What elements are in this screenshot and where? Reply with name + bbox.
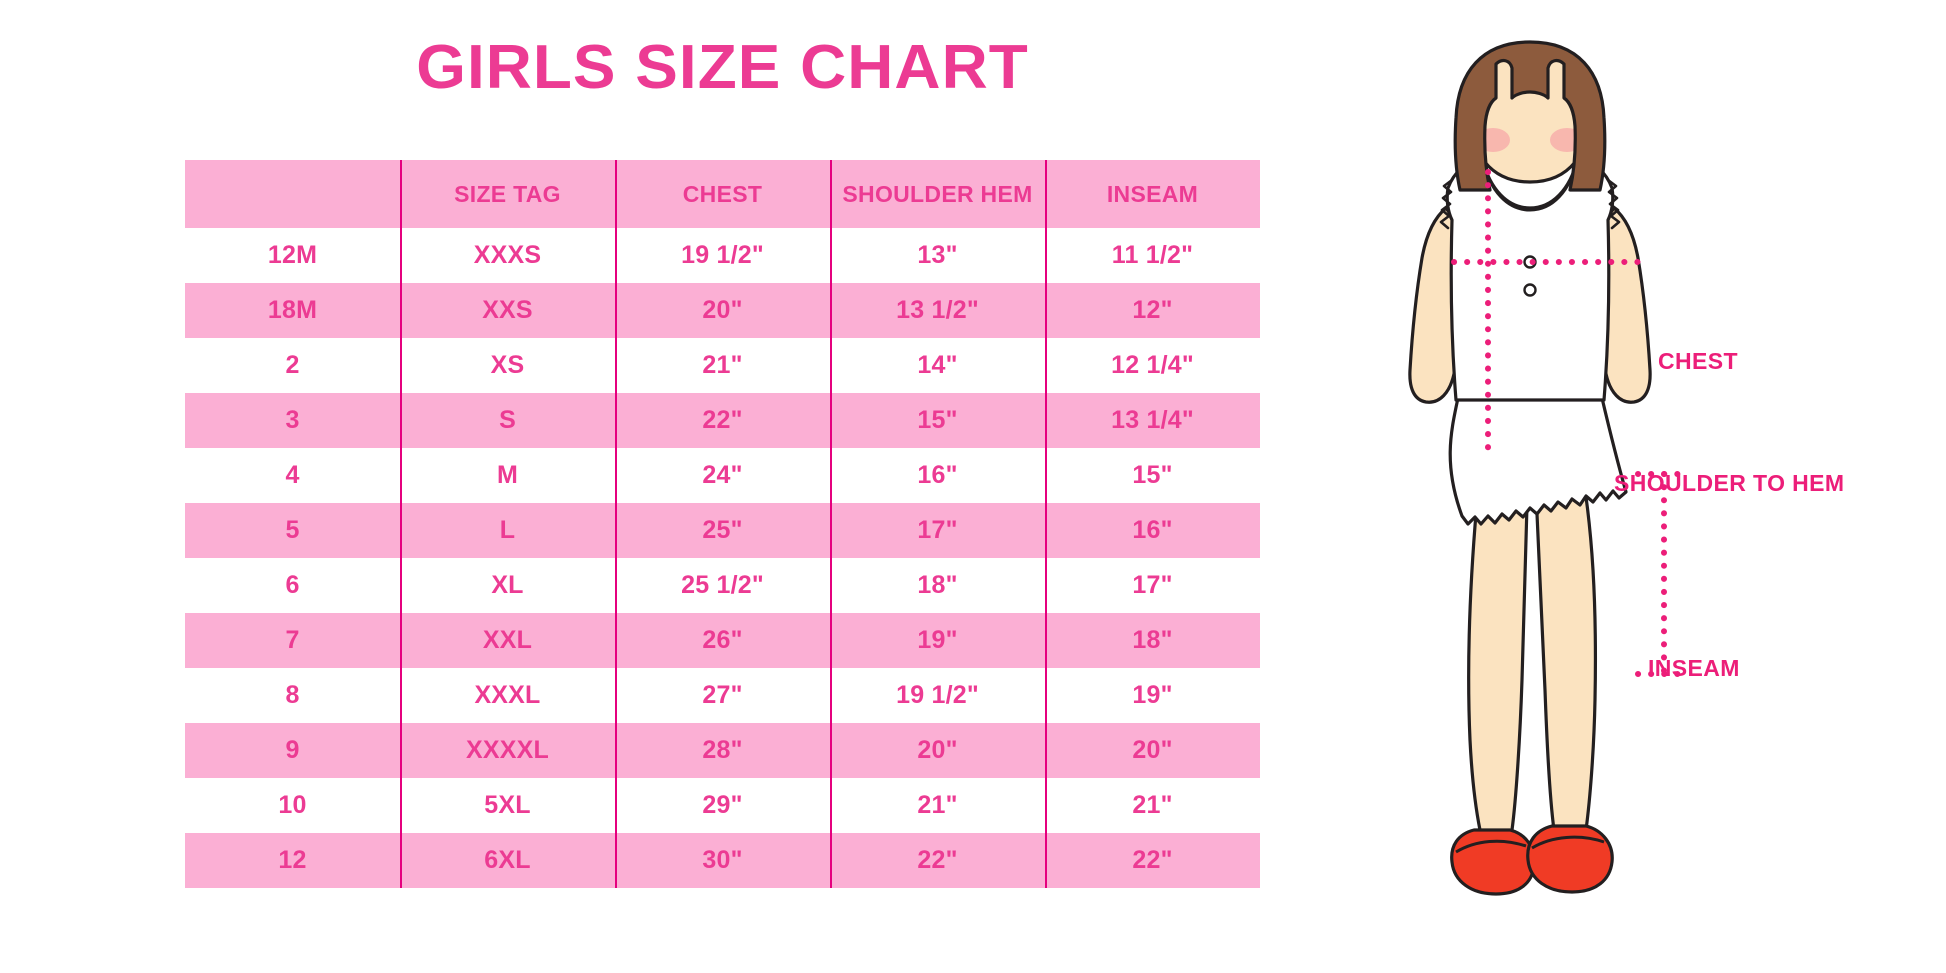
- skirt-shape: [1448, 396, 1628, 526]
- table-cell: 21": [1045, 778, 1260, 833]
- table-cell: 28": [615, 723, 830, 778]
- leg-left-shape: [1467, 468, 1530, 837]
- table-cell: 22": [830, 833, 1045, 888]
- shoulder-ruffle-right: [1606, 178, 1621, 230]
- hair-shape: [1453, 40, 1607, 192]
- shoe-strap-right: [1531, 835, 1605, 850]
- table-cell: 22": [1045, 833, 1260, 888]
- measurement-label-inseam: INSEAM: [1648, 655, 1740, 681]
- top-neckline: [1480, 156, 1580, 212]
- table-cell: 14": [830, 338, 1045, 393]
- page-title: GIRLS SIZE CHART: [416, 33, 1029, 102]
- table-cell: 6XL: [400, 833, 615, 888]
- measurement-label-chest: CHEST: [1658, 348, 1738, 374]
- table-cell: 22": [615, 393, 830, 448]
- table-row: 5 L 25" 17" 16": [185, 503, 1260, 558]
- table-cell: 21": [615, 338, 830, 393]
- table-cell: 29": [615, 778, 830, 833]
- table-row: 9 XXXXL 28" 20" 20": [185, 723, 1260, 778]
- table-cell: 3: [285, 406, 300, 434]
- table-cell: 12 1/4": [1045, 338, 1260, 393]
- table-cell: 18": [1045, 613, 1260, 668]
- table-body: 12M XXXS 19 1/2" 13" 11 1/2" 18M XXS 20" 13 1/2"…: [185, 228, 1260, 888]
- table-cell: 20": [1045, 723, 1260, 778]
- table-row: 10 5XL 29" 21" 21": [185, 778, 1260, 833]
- table-cell: 13": [830, 228, 1045, 283]
- shoulder-ruffle-left: [1439, 178, 1454, 230]
- table-cell: 19": [1045, 668, 1260, 723]
- table-cell: 20": [615, 283, 830, 338]
- table-cell: 7: [285, 626, 300, 654]
- table-cell: 19 1/2": [615, 228, 830, 283]
- table-cell: 17": [1045, 558, 1260, 613]
- leg-right-shape: [1533, 468, 1598, 837]
- table-cell: 15": [1045, 448, 1260, 503]
- table-cell: 12M: [267, 241, 318, 269]
- table-cell: 25": [615, 503, 830, 558]
- table-cell: XXXXL: [400, 723, 615, 778]
- table-cell: 25 1/2": [615, 558, 830, 613]
- table-cell: 12: [278, 846, 307, 874]
- column-header-size: [185, 160, 400, 228]
- table-cell: XXXS: [400, 228, 615, 283]
- column-header-inseam: INSEAM: [1045, 160, 1260, 228]
- column-header-shoulder-hem: SHOULDER HEM: [830, 160, 1045, 228]
- column-header-chest: CHEST: [615, 160, 830, 228]
- table-cell: 24": [615, 448, 830, 503]
- shoe-right: [1526, 824, 1614, 894]
- table-row: 7 XXL 26" 19" 18": [185, 613, 1260, 668]
- size-chart-table: SIZE TAG CHEST SHOULDER HEM INSEAM 12M XX…: [185, 160, 1260, 888]
- table-cell: 16": [1045, 503, 1260, 558]
- measurement-label-shoulder-to-hem: SHOULDER TO HEM: [1614, 470, 1845, 496]
- table-row: 3 S 22" 15" 13 1/4": [185, 393, 1260, 448]
- table-row: 12 6XL 30" 22" 22": [185, 833, 1260, 888]
- table-row: 8 XXXL 27" 19 1/2" 19": [185, 668, 1260, 723]
- table-row: 18M XXS 20" 13 1/2" 12": [185, 283, 1260, 338]
- button-bottom: [1523, 283, 1537, 297]
- table-header: SIZE TAG CHEST SHOULDER HEM INSEAM: [185, 160, 1260, 228]
- table-cell: 5XL: [400, 778, 615, 833]
- table-cell: 4: [285, 461, 300, 489]
- table-cell: 19": [830, 613, 1045, 668]
- girl-figure-illustration: [1330, 40, 1730, 930]
- table-cell: L: [400, 503, 615, 558]
- table-cell: S: [400, 393, 615, 448]
- table-row: 4 M 24" 16" 15": [185, 448, 1260, 503]
- table-row: 2 XS 21" 14" 12 1/4": [185, 338, 1260, 393]
- table-cell: M: [400, 448, 615, 503]
- table-cell: 9: [285, 736, 300, 764]
- table-cell: 15": [830, 393, 1045, 448]
- table-row: 6 XL 25 1/2" 18" 17": [185, 558, 1260, 613]
- table-cell: 20": [830, 723, 1045, 778]
- table-cell: XXXL: [400, 668, 615, 723]
- column-header-size-tag: SIZE TAG: [400, 160, 615, 228]
- table-header-row: SIZE TAG CHEST SHOULDER HEM INSEAM: [185, 160, 1260, 228]
- table-cell: 26": [615, 613, 830, 668]
- table-cell: 13 1/2": [830, 283, 1045, 338]
- table-cell: XL: [400, 558, 615, 613]
- shoe-strap-left: [1455, 839, 1527, 854]
- top-shape: [1445, 156, 1615, 402]
- table-cell: 21": [830, 778, 1045, 833]
- table-cell: XXS: [400, 283, 615, 338]
- table-cell: 18": [830, 558, 1045, 613]
- table-cell: 12": [1045, 283, 1260, 338]
- table-cell: 17": [830, 503, 1045, 558]
- shoe-left: [1450, 828, 1536, 896]
- table-cell: 18M: [267, 296, 318, 324]
- table-cell: 10: [278, 791, 307, 819]
- table-cell: 16": [830, 448, 1045, 503]
- table-cell: 11 1/2": [1045, 228, 1260, 283]
- table-cell: XS: [400, 338, 615, 393]
- table-cell: 6: [285, 571, 300, 599]
- table-cell: 5: [285, 516, 300, 544]
- table-row: 12M XXXS 19 1/2" 13" 11 1/2": [185, 228, 1260, 283]
- table-cell: 19 1/2": [830, 668, 1045, 723]
- table-cell: 30": [615, 833, 830, 888]
- table-cell: XXL: [400, 613, 615, 668]
- table-cell: 13 1/4": [1045, 393, 1260, 448]
- table-cell: 2: [285, 351, 300, 379]
- table-cell: 27": [615, 668, 830, 723]
- table-cell: 8: [285, 681, 300, 709]
